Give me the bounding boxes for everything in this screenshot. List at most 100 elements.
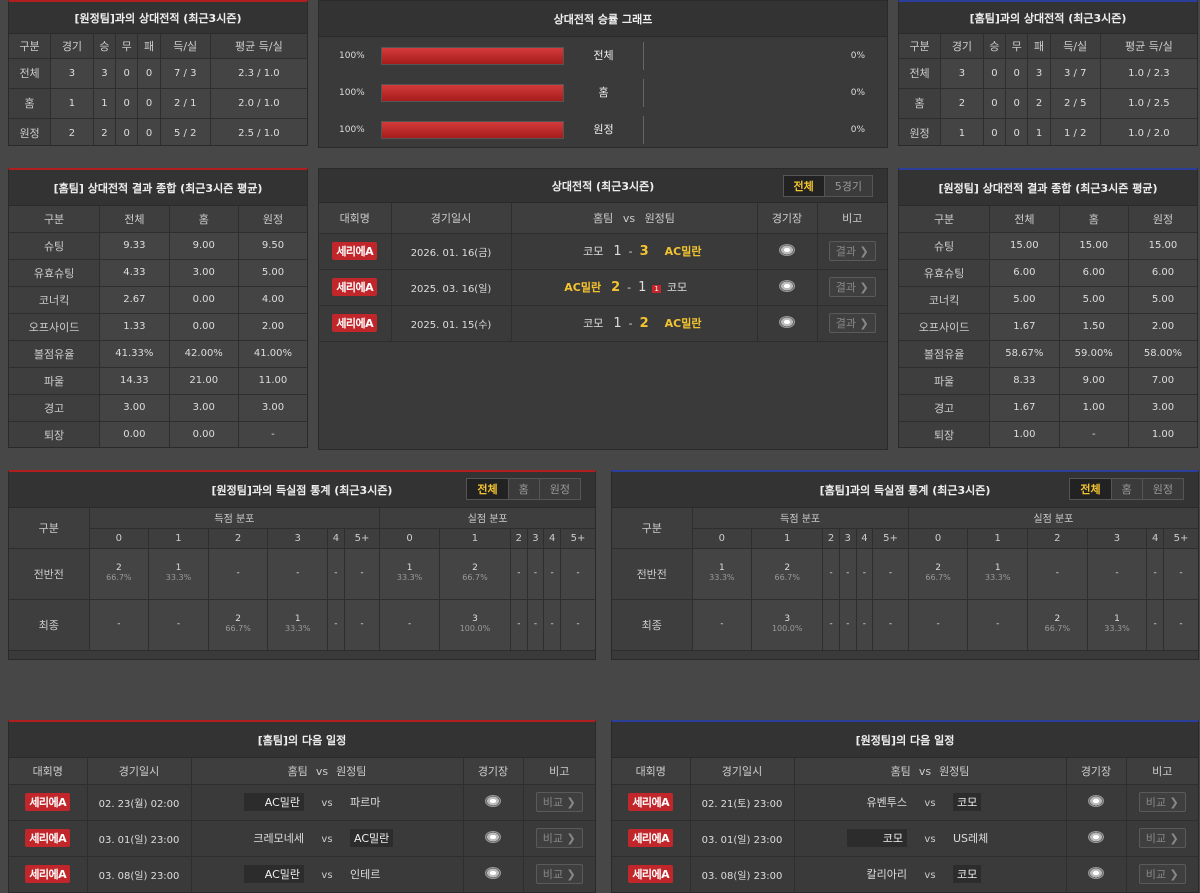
- row-label: 볼점유율: [899, 340, 991, 368]
- dist-cell: 3 100.0%: [751, 599, 824, 651]
- table-row: 슈팅 9.33 9.00 9.50: [9, 232, 307, 260]
- stadium-icon[interactable]: [485, 866, 501, 879]
- stadium-icon[interactable]: [1088, 830, 1104, 843]
- home-team: 유벤투스: [866, 796, 907, 809]
- percent-value: 66.7%: [925, 573, 951, 583]
- cell-value: 9.00: [1059, 367, 1129, 395]
- bucket-header: 5+: [560, 528, 595, 549]
- column-header: 대회명: [612, 758, 691, 785]
- percent-value: 66.7%: [106, 573, 132, 583]
- header-row: 대회명 경기일시 홈팀 vs 원정팀 경기장 비고: [612, 758, 1198, 785]
- stadium-icon[interactable]: [779, 279, 795, 292]
- match-teams: 크레모네세 vs AC밀란: [191, 820, 464, 857]
- tab-all[interactable]: 전체: [467, 479, 509, 499]
- league-badge: 세리에A: [332, 278, 378, 296]
- match-date: 2025. 03. 16(일): [391, 269, 512, 306]
- match-teams: AC밀란 vs 파르마: [191, 784, 464, 821]
- percent-value: 33.3%: [285, 624, 311, 634]
- cell-value: 4.33: [99, 259, 170, 287]
- home-team: 칼리아리: [866, 868, 907, 881]
- away-score: 1: [638, 280, 647, 295]
- table-row: 볼점유율 58.67% 59.00% 58.00%: [899, 340, 1197, 368]
- stadium-icon[interactable]: [485, 830, 501, 843]
- vs-label: vs: [321, 798, 333, 809]
- match-date: 2025. 01. 15(수): [391, 305, 512, 342]
- next-home-panel: [홈팀]의 다음 일정 대회명 경기일시 홈팀 vs 원정팀 경기장 비고 세리에A 02. 2…: [8, 720, 596, 893]
- count-value: 2: [472, 563, 478, 574]
- percent-value: 100.0%: [459, 624, 491, 634]
- home-score: 1: [613, 316, 622, 331]
- away-team: AC밀란: [664, 317, 702, 330]
- away-team: 코모: [666, 281, 688, 294]
- compare-button[interactable]: 비교 ❯: [1138, 792, 1186, 812]
- winrate-row: 100% 홈 0%: [319, 74, 887, 111]
- tab-second[interactable]: 홈: [508, 479, 540, 499]
- panel-title: [홈팀]과의 상대전적 (최근3시즌): [899, 2, 1197, 34]
- match-teams: 칼리아리 vs 코모: [794, 856, 1067, 892]
- schedule-table: 대회명 경기일시 홈팀 vs 원정팀 경기장 비고 세리에A 02. 21(토) 23:00 유벤…: [612, 758, 1198, 892]
- count-value: -: [407, 618, 412, 629]
- bucket-header: 4: [856, 528, 874, 549]
- compare-button[interactable]: 비교 ❯: [535, 828, 583, 848]
- panel-title: [원정팀]과의 득실점 통계 (최근3시즌) 전체 홈 원정: [9, 472, 595, 508]
- cell-value: 9.33: [99, 232, 170, 260]
- bucket-header: 1: [148, 528, 209, 549]
- bucket-header: 0: [379, 528, 440, 549]
- winrate-label: 전체: [564, 41, 644, 70]
- vs-label: vs: [924, 798, 936, 809]
- stadium-icon[interactable]: [1088, 794, 1104, 807]
- bucket-header: 0: [692, 528, 753, 549]
- bucket-header: 2: [510, 528, 528, 549]
- bucket-header: 2: [822, 528, 840, 549]
- dist-cell: -: [822, 599, 840, 651]
- home-team: 코모: [583, 245, 604, 258]
- tab-third[interactable]: 원정: [539, 479, 580, 499]
- goals-tabs: 전체 홈 원정: [466, 478, 581, 500]
- header-row: 구분 전체 홈 원정: [899, 206, 1197, 233]
- result-button[interactable]: 결과 ❯: [828, 277, 876, 297]
- count-value: -: [296, 567, 300, 578]
- winrate-row: 100% 원정 0%: [319, 111, 887, 147]
- count-value: 3: [472, 614, 478, 625]
- cell-value: 3: [50, 58, 94, 89]
- tab-third[interactable]: 원정: [1142, 479, 1183, 499]
- dist-cell: -: [908, 599, 969, 651]
- dist-cell: -: [527, 599, 545, 651]
- dist-cell: -: [1163, 548, 1198, 600]
- compare-button[interactable]: 비교 ❯: [535, 864, 583, 884]
- away-team-wrap: 인테르: [350, 866, 460, 882]
- stadium-icon[interactable]: [485, 794, 501, 807]
- goals-title: [원정팀]과의 득실점 통계 (최근3시즌): [211, 483, 393, 497]
- result-button[interactable]: 결과 ❯: [828, 241, 876, 261]
- column-header: 평균 득/실: [1100, 34, 1197, 59]
- percent-value: 33.3%: [709, 573, 735, 583]
- cell-value: 3: [940, 58, 984, 89]
- away-score: 2: [639, 316, 649, 331]
- home-team-wrap: 크레모네세: [194, 830, 304, 846]
- compare-button[interactable]: 비교 ❯: [1138, 828, 1186, 848]
- result-button[interactable]: 결과 ❯: [828, 313, 876, 333]
- next-away-panel: [원정팀]의 다음 일정 대회명 경기일시 홈팀 vs 원정팀 경기장 비고 세리에A 02. …: [611, 720, 1199, 893]
- count-value: -: [846, 618, 850, 629]
- count-value: 1: [994, 563, 1001, 574]
- dist-cell: -: [379, 599, 440, 651]
- cell-value: 1.0 / 2.3: [1100, 58, 1197, 89]
- stadium-icon[interactable]: [1088, 866, 1104, 879]
- tab-second[interactable]: 홈: [1111, 479, 1143, 499]
- stadium-icon[interactable]: [779, 243, 795, 256]
- cell-value: -: [238, 421, 307, 447]
- cell-value: 1.00: [1128, 421, 1197, 447]
- tab-all[interactable]: 전체: [783, 176, 825, 196]
- league-badge: 세리에A: [332, 314, 378, 332]
- compare-button[interactable]: 비교 ❯: [1138, 864, 1186, 884]
- count-value: 1: [294, 614, 301, 625]
- dist-cell: -: [822, 548, 840, 600]
- table-row: 전체 3 0 0 3 3 / 7 1.0 / 2.3: [899, 58, 1197, 89]
- stadium-icon[interactable]: [779, 315, 795, 328]
- table-row: 오프사이드 1.67 1.50 2.00: [899, 313, 1197, 341]
- compare-button[interactable]: 비교 ❯: [535, 792, 583, 812]
- tab-all[interactable]: 전체: [1070, 479, 1112, 499]
- cell-value: 0: [115, 118, 139, 145]
- away-team-wrap: 코모: [953, 865, 1063, 883]
- tab-second[interactable]: 5경기: [824, 176, 872, 196]
